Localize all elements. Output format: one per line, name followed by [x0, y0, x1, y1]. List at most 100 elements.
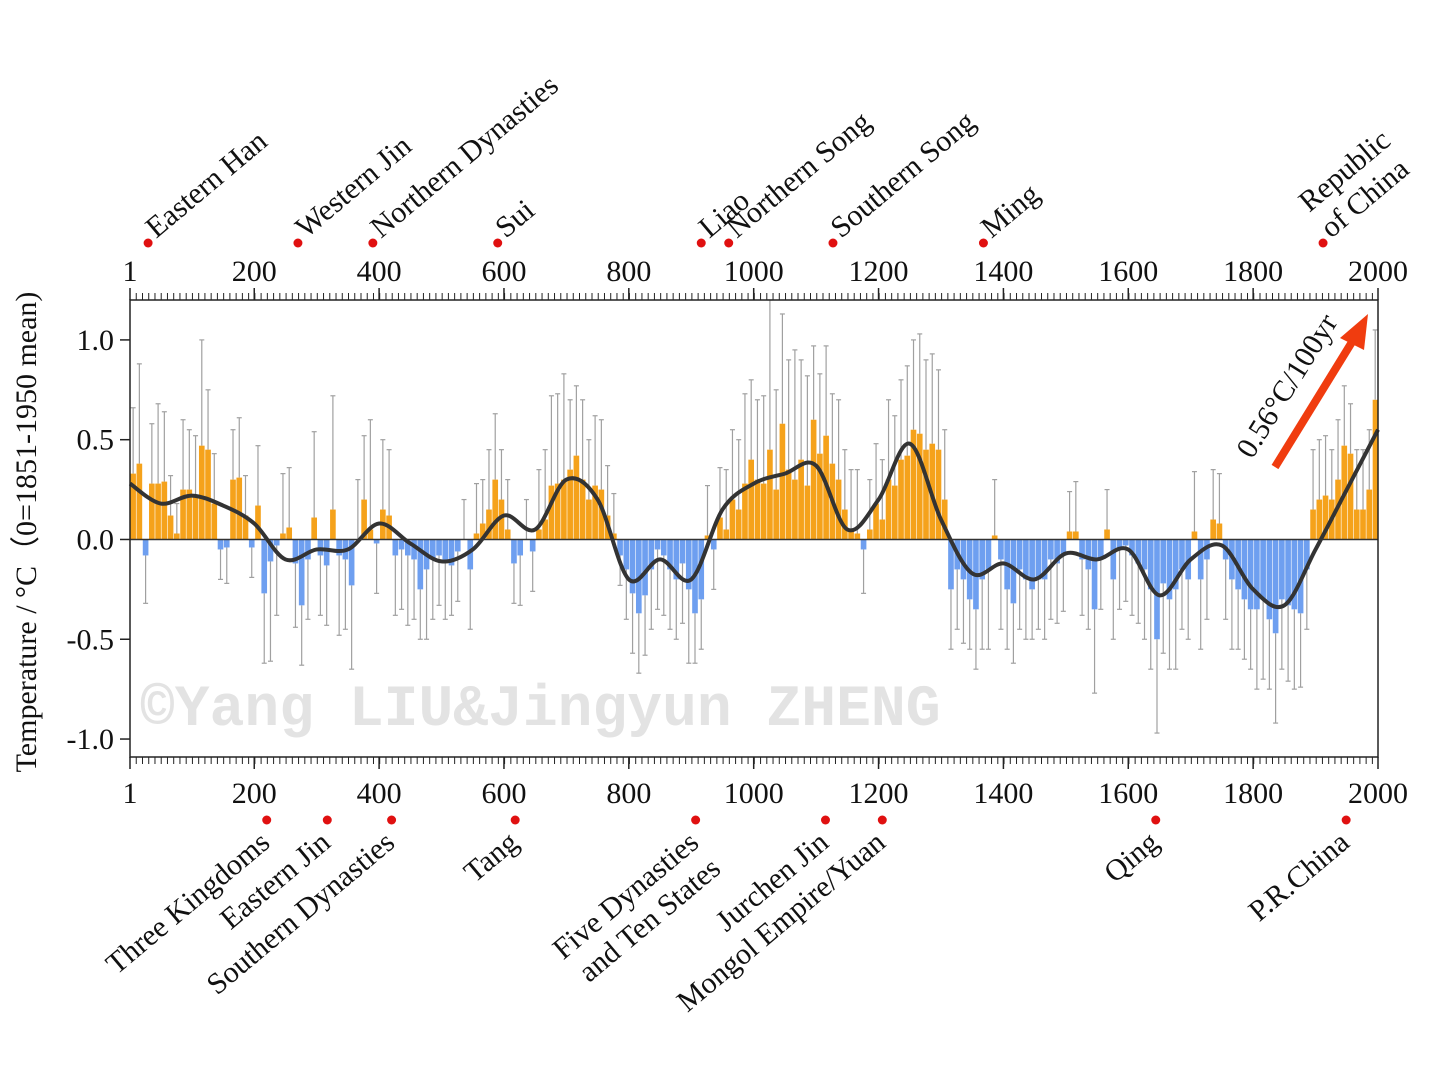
period-marker [1318, 238, 1328, 248]
bar [1272, 539, 1279, 634]
x-tick-label-top: 1400 [973, 255, 1033, 288]
bar [267, 539, 274, 562]
x-tick-label-top: 400 [357, 255, 402, 288]
period-label: P.R.China [1242, 825, 1355, 927]
bar [654, 539, 661, 550]
y-tick-label: 1.0 [77, 324, 115, 357]
bar [1073, 531, 1079, 540]
bar [792, 479, 798, 540]
bar [1135, 539, 1142, 564]
bar [860, 539, 867, 550]
bar [904, 455, 911, 540]
bar [979, 539, 986, 580]
period-marker [387, 815, 397, 825]
period-label: Sui [489, 193, 541, 244]
bar [810, 419, 817, 540]
bar [1241, 539, 1248, 600]
bar [323, 539, 330, 566]
bar [891, 485, 898, 540]
x-tick-label-top: 1200 [849, 255, 909, 288]
bar [404, 539, 411, 556]
bar [735, 509, 742, 540]
bar [448, 539, 455, 566]
bar [548, 485, 555, 540]
bar [835, 479, 842, 540]
bar [248, 539, 255, 548]
period-marker [828, 238, 838, 248]
bar [960, 539, 967, 580]
bar [486, 509, 492, 540]
bar [948, 539, 954, 590]
bar [1210, 519, 1217, 540]
period-marker [1341, 815, 1351, 825]
bar [1216, 523, 1223, 540]
bar [941, 499, 948, 540]
bar [1085, 539, 1092, 570]
bar [923, 449, 929, 540]
bar [498, 499, 505, 540]
bar [1023, 539, 1029, 580]
x-tick-label-top: 1000 [724, 255, 784, 288]
period-name: Ming [975, 177, 1046, 244]
bar [367, 529, 374, 540]
bar [1160, 539, 1167, 584]
bar [879, 519, 886, 540]
x-tick-label: 400 [357, 777, 402, 810]
bar [598, 489, 605, 540]
bar [155, 483, 161, 540]
bar [180, 489, 186, 540]
period-name: Qing [1098, 825, 1165, 889]
bar [866, 529, 873, 540]
bar [710, 539, 717, 550]
bar [779, 423, 786, 540]
bar [854, 533, 861, 540]
bar [305, 539, 311, 560]
bar [554, 483, 561, 540]
bar [217, 539, 224, 550]
bar [1179, 539, 1185, 570]
bar [1110, 539, 1117, 580]
bar [910, 429, 917, 540]
x-tick-label-top: 2000 [1348, 255, 1408, 288]
bar [398, 539, 405, 550]
x-tick-label: 2000 [1348, 777, 1408, 810]
bar [1035, 539, 1042, 580]
bar [392, 539, 399, 556]
bar [1322, 495, 1329, 540]
bar [991, 535, 998, 540]
bar [573, 455, 580, 540]
bar [504, 529, 511, 540]
bar [473, 533, 480, 540]
bar [286, 527, 293, 540]
bar [542, 519, 548, 540]
bar [623, 539, 630, 570]
bar [660, 539, 667, 556]
x-tick-label: 600 [481, 777, 526, 810]
bar [1048, 539, 1054, 560]
bar [192, 495, 199, 540]
bar [935, 449, 942, 540]
x-tick-label: 1800 [1223, 777, 1283, 810]
smooth-line [128, 428, 1380, 610]
bar [429, 539, 436, 560]
bar [198, 445, 205, 540]
bar [667, 539, 673, 570]
bar [336, 539, 342, 556]
bar [1197, 539, 1204, 580]
bar [579, 479, 586, 540]
bar [517, 539, 524, 556]
bar [785, 469, 792, 540]
bar [136, 463, 143, 540]
bar [536, 529, 542, 540]
bar [898, 459, 904, 540]
bar [330, 509, 336, 540]
bar [586, 499, 592, 540]
bar [1254, 539, 1260, 610]
bar [685, 539, 692, 590]
bar [1204, 539, 1210, 560]
bar [1060, 539, 1067, 556]
x-tick-label: 1400 [973, 777, 1033, 810]
bar [261, 539, 268, 594]
period-marker [143, 238, 153, 248]
